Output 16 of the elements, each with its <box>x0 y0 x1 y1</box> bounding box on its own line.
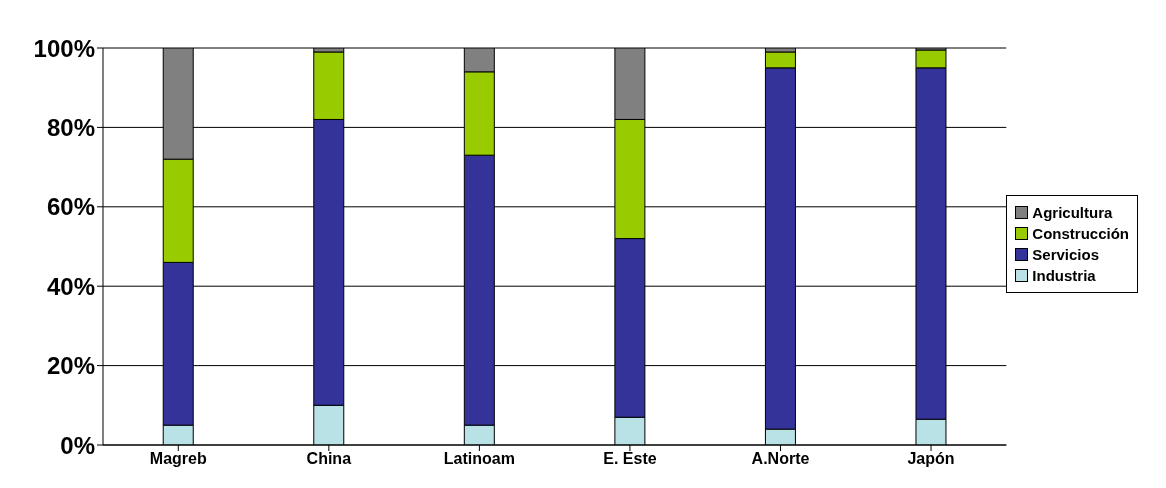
x-tick-label: Magreb <box>149 450 207 468</box>
y-tick-label: 100% <box>33 34 95 62</box>
legend-label: Construcción <box>1031 225 1129 242</box>
x-tick-label: Latinoam <box>443 450 515 468</box>
x-tick-label: Japón <box>907 450 955 468</box>
y-tick-label: 20% <box>46 352 95 380</box>
x-tick-label: E. Este <box>603 450 657 468</box>
legend-label: Servicios <box>1031 246 1101 263</box>
x-tick-label: A.Norte <box>751 450 810 468</box>
legend-label: Agricultura <box>1031 204 1114 221</box>
y-tick-label: 0% <box>60 431 95 459</box>
y-tick-label: 60% <box>46 193 95 221</box>
y-tick-label: 80% <box>46 113 95 141</box>
y-tick-label: 40% <box>46 272 95 300</box>
x-tick-label: China <box>306 450 352 468</box>
legend-label: Industria <box>1031 267 1097 284</box>
